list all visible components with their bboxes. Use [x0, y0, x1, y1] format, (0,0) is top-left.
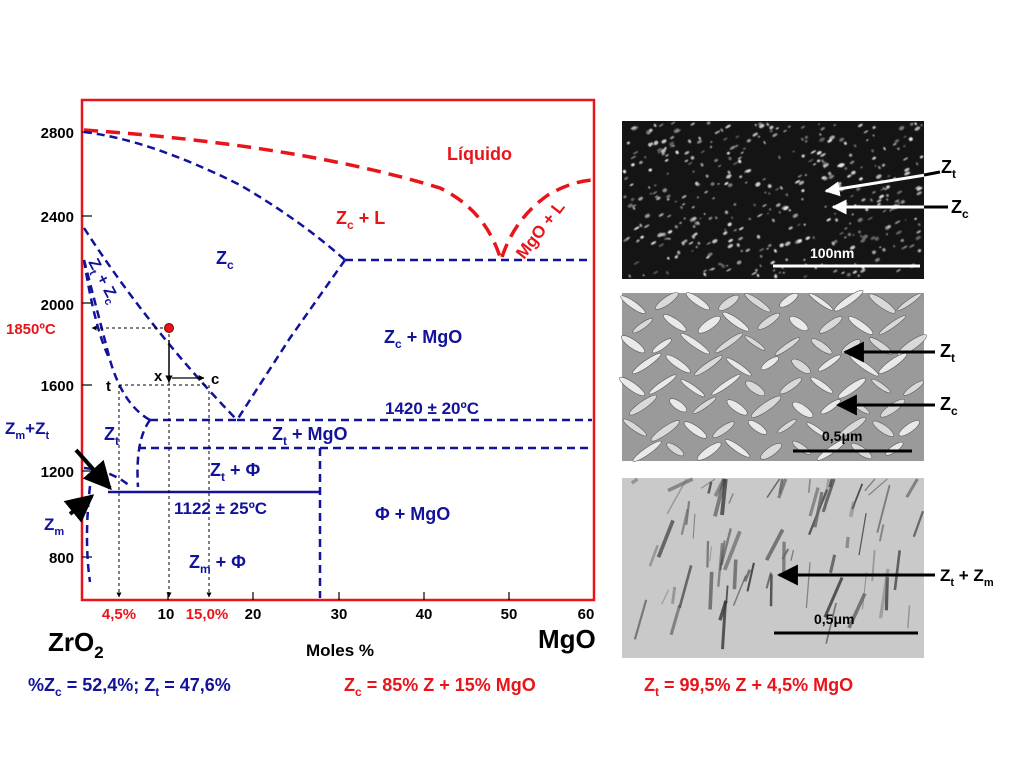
x-tick-20: 20 — [245, 606, 262, 623]
label-phi-plus-mgo: Φ + MgO — [375, 504, 450, 524]
m1-label-zc: Zc — [951, 197, 969, 221]
scale-label-1: 100nm — [810, 245, 854, 261]
y-tick-2400: 2400 — [41, 209, 74, 226]
axis-title: Moles % — [306, 641, 374, 660]
point-label-c: c — [211, 371, 219, 388]
component-mgo: MgO — [538, 624, 596, 654]
x-tick-40: 40 — [416, 606, 433, 623]
scale-label-3: 0,5μm — [814, 611, 854, 627]
label-zt: Zt — [104, 424, 119, 448]
label-zt-plus-mgo: Zt + MgO — [272, 424, 348, 448]
component-zro2: ZrO2 — [48, 627, 104, 662]
footer-phase-fractions: %Zc = 52,4%; Zt = 47,6% — [28, 675, 231, 699]
m2-label-zt: Zt — [940, 341, 955, 365]
y-tick-2800: 2800 — [41, 125, 74, 142]
x-mark-4-5: 4,5% — [102, 606, 136, 623]
point-label-t: t — [106, 378, 111, 395]
label-zc: Zc — [216, 248, 234, 272]
phase-boundaries — [82, 130, 592, 598]
label-liquid: Líquido — [447, 144, 512, 164]
m3-label-zt-zm: Zt + Zm — [940, 566, 994, 589]
y-tick-1600: 1600 — [41, 378, 74, 395]
x-mark-15-0: 15,0% — [186, 606, 229, 623]
label-1420: 1420 ± 20ºC — [385, 399, 479, 418]
label-zt-plus-phi: Zt + Φ — [210, 460, 261, 484]
phase-diagram: 2800 2400 2000 1600 1200 800 10 20 30 40… — [5, 98, 596, 662]
label-zm: Zm — [44, 515, 64, 538]
diagram-frame — [80, 98, 596, 602]
arrow-m1-zt-ext — [923, 170, 941, 177]
footer: %Zc = 52,4%; Zt = 47,6% Zc = 85% Z + 15%… — [28, 675, 853, 699]
micrograph-1: 100nm — [622, 121, 924, 279]
label-zm-plus-phi: Zm + Φ — [189, 552, 246, 576]
y-axis-ticks — [82, 131, 92, 558]
arrow-zm-zt — [74, 448, 112, 491]
x-tick-10: 10 — [158, 606, 175, 623]
micrograph-2: 0,5μm — [619, 289, 927, 462]
label-1122: 1122 ± 25ºC — [174, 499, 267, 518]
point-label-x: x — [154, 368, 163, 385]
micrographs: 100nm 0,5μm 0,5μm Zt Zc Zt Zc Zt + Zm — [619, 121, 994, 658]
x-tick-30: 30 — [331, 606, 348, 623]
label-zc-plus-mgo: Zc + MgO — [384, 327, 462, 351]
y-tick-800: 800 — [49, 550, 74, 567]
footer-zc-composition: Zc = 85% Z + 15% MgO — [344, 675, 536, 699]
scale-label-2: 0,5μm — [822, 428, 862, 444]
micrograph-3: 0,5μm — [622, 477, 925, 658]
x-tick-50: 50 — [501, 606, 518, 623]
arrow-zm — [63, 494, 95, 523]
footer-zt-composition: Zt = 99,5% Z + 4,5% MgO — [644, 675, 853, 699]
label-zc-plus-l: Zc + L — [336, 208, 385, 232]
m2-label-zc: Zc — [940, 394, 958, 418]
temp-mark-1850: 1850ºC — [6, 321, 56, 338]
composition-point — [164, 323, 174, 333]
label-mgo-plus-l: MgO + L — [512, 198, 569, 263]
label-zt-plus-zc: Zt + Zc — [82, 256, 122, 307]
arrow-m1-zt — [824, 171, 939, 197]
x-tick-60: 60 — [578, 606, 595, 623]
y-tick-2000: 2000 — [41, 297, 74, 314]
m1-label-zt: Zt — [941, 157, 956, 181]
liquidus-curves — [83, 128, 593, 258]
label-zm-plus-zt: Zm+Zt — [5, 419, 49, 442]
y-tick-1200: 1200 — [41, 464, 74, 481]
